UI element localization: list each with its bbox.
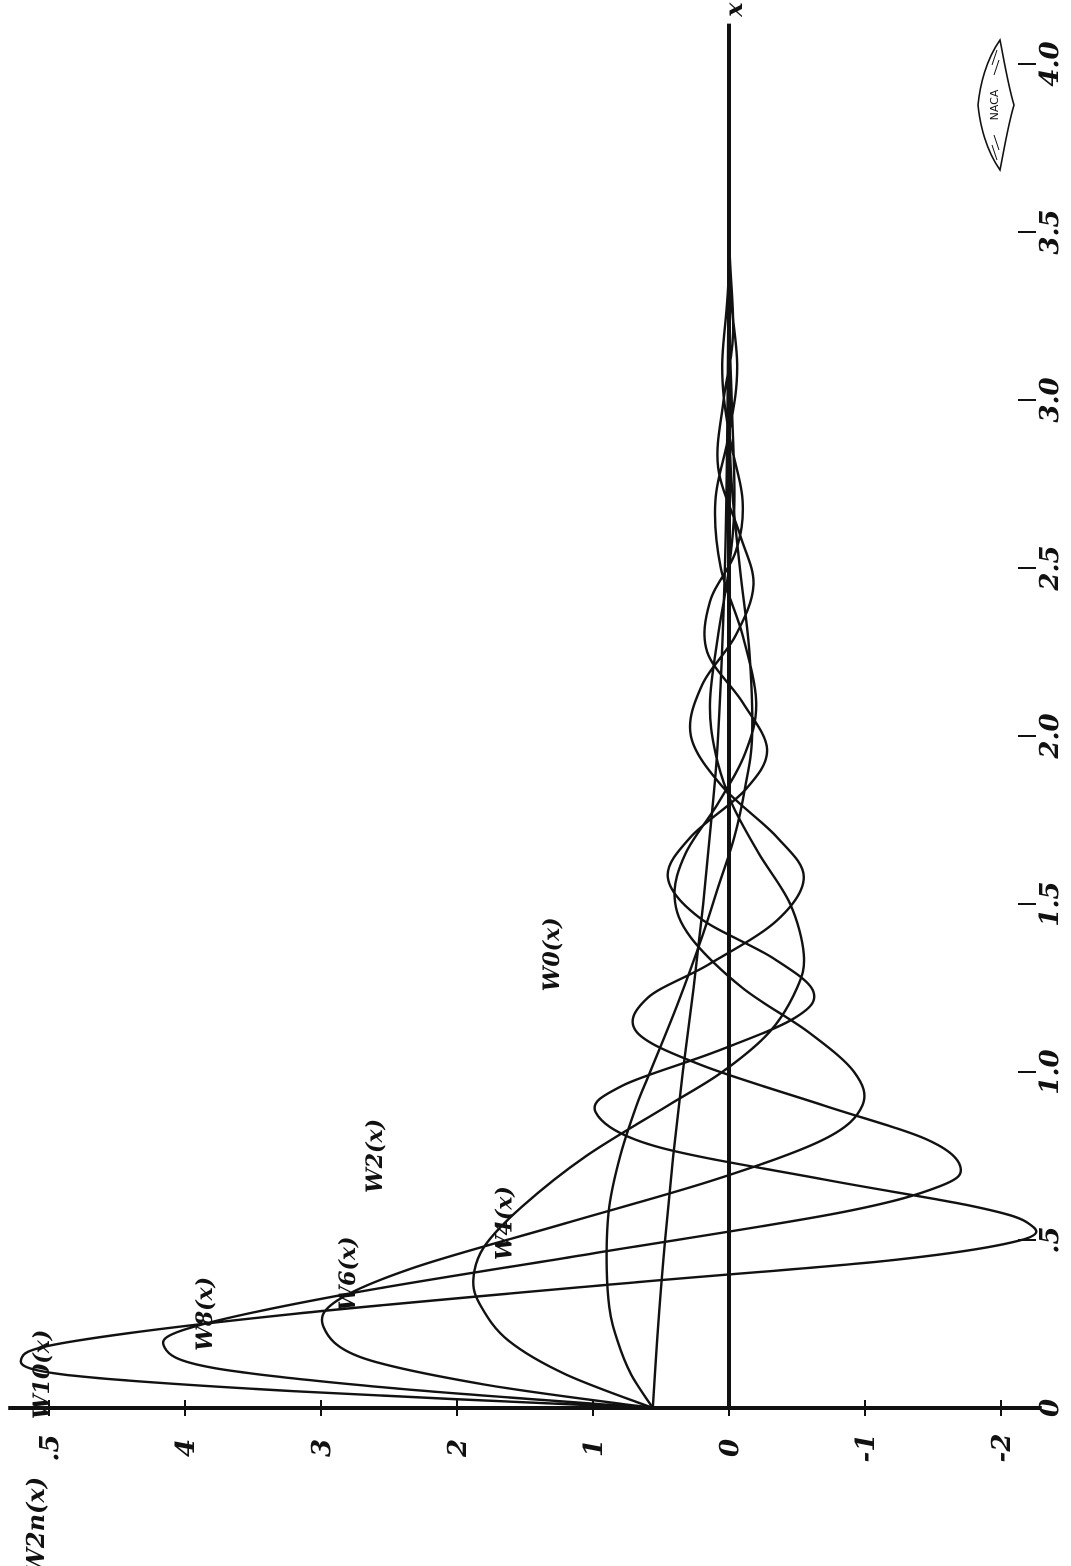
- y-tick-label: -2: [987, 1434, 1017, 1463]
- x-tick-label: 1.0: [1035, 1049, 1065, 1094]
- x-axis-title: x: [719, 2, 748, 18]
- curve-label: W0(x): [539, 917, 565, 991]
- x-tick-label: 3.5: [1035, 209, 1065, 254]
- x-tick-label: .5: [1035, 1226, 1065, 1253]
- x-tick-label: 2.0: [1035, 713, 1065, 759]
- x-tick-label: 4.0: [1035, 41, 1065, 86]
- y-tick-label: 0: [715, 1439, 745, 1457]
- naca-logo: NACA: [977, 38, 1015, 172]
- curves-group: [19, 62, 1038, 1410]
- naca-wings-feather-icon: [991, 49, 1000, 161]
- curve-label: W4(x): [491, 1186, 517, 1260]
- tick-labels-group: 0 .5 1.0 1.5 2.0 2.5 3.0 3.5 4.0 .5 4 3 2 1 0 -1 -2 x W2n(…: [21, 2, 1065, 1566]
- curve-w10x: [19, 62, 1038, 1410]
- curve-label: W6(x): [335, 1237, 361, 1311]
- curve-label: W10(x): [29, 1330, 55, 1419]
- y-tick-label: 2: [443, 1439, 473, 1458]
- curve-label: W2(x): [362, 1119, 388, 1193]
- y-tick-label: 4: [171, 1439, 201, 1457]
- curve-labels-group: W0(x) W2(x) W4(x) W6(x) W8(x) W10(x): [29, 917, 565, 1419]
- x-tick-label: 3.0: [1035, 377, 1065, 422]
- y-tick-label: 1: [579, 1439, 609, 1457]
- y-tick-label: .5: [35, 1434, 65, 1461]
- curve-w6x: [320, 62, 866, 1410]
- y-tick-label: 3: [307, 1439, 337, 1457]
- x-tick-label: 1.5: [1035, 881, 1065, 926]
- curve-label: W8(x): [192, 1277, 218, 1351]
- curve-w4x: [472, 62, 806, 1410]
- axes-group: [8, 23, 1042, 1416]
- x-tick-label: 2.5: [1035, 545, 1065, 591]
- y-axis-title: W2n(x): [21, 1477, 50, 1566]
- curve-w8x: [161, 62, 963, 1410]
- naca-wings-icon: [977, 38, 1015, 172]
- x-tick-label: 0: [1035, 1399, 1065, 1417]
- y-tick-label: -1: [851, 1434, 881, 1463]
- naca-logo-text: NACA: [988, 89, 1001, 120]
